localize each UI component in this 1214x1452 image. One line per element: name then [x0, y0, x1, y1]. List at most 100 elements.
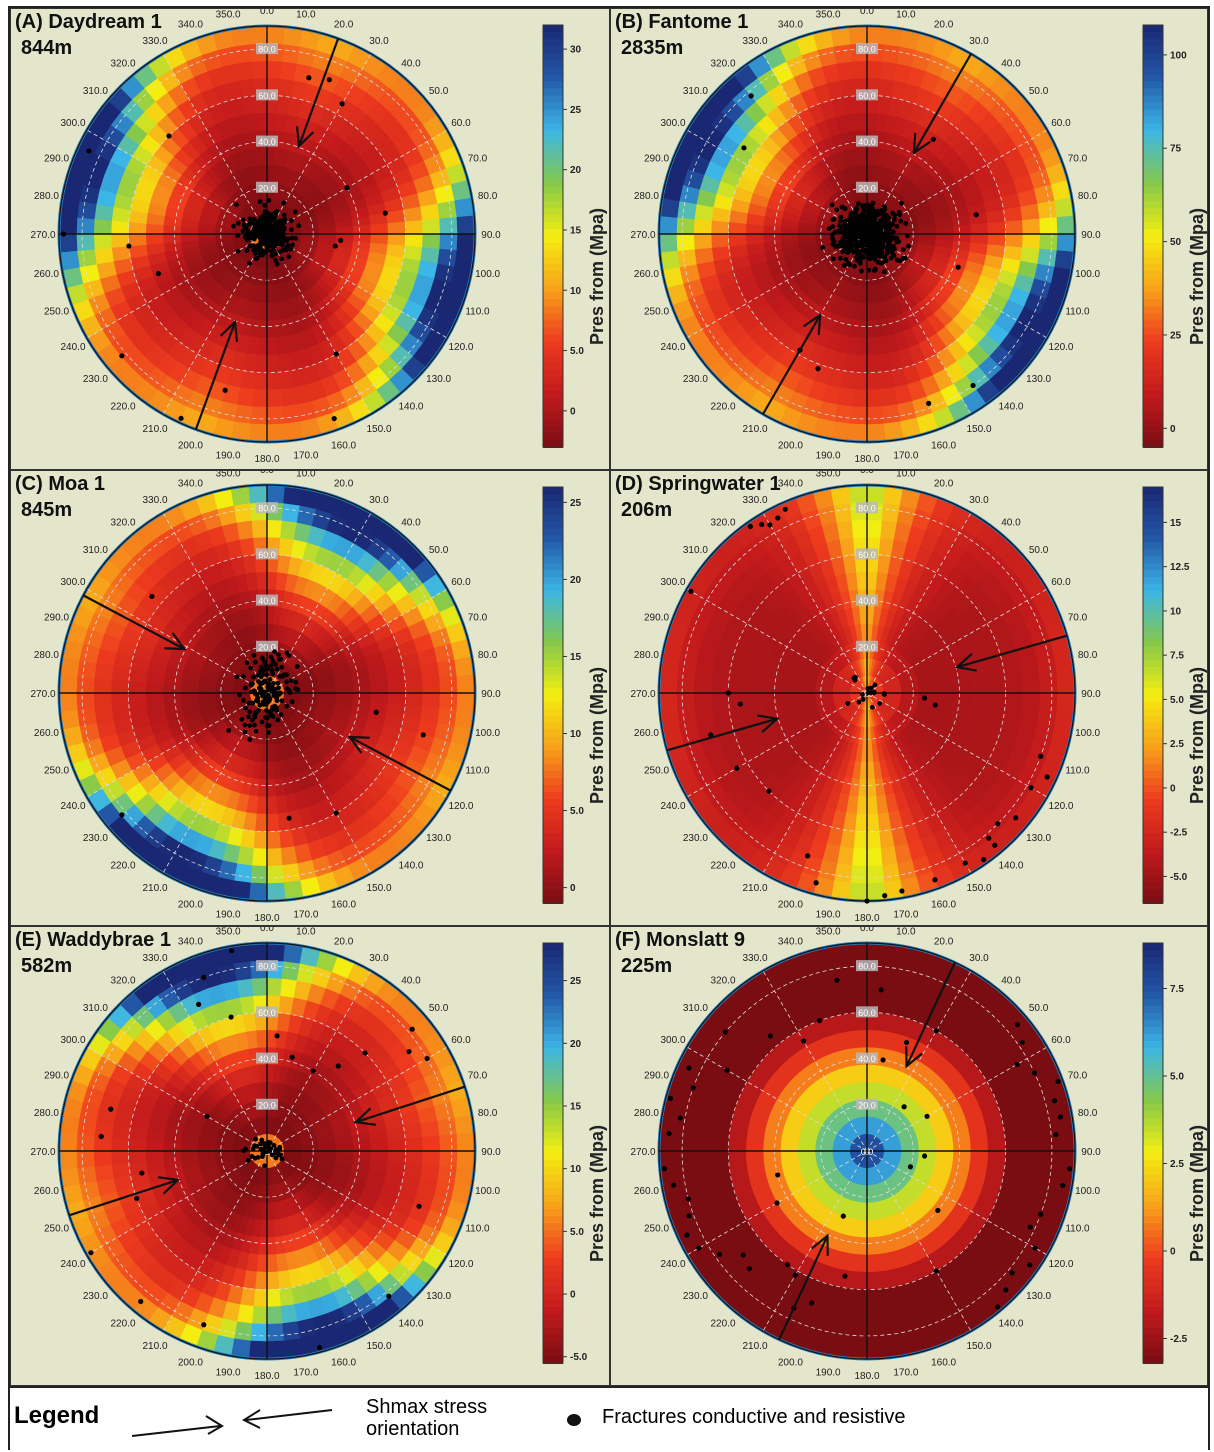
- colorbar-swatch: [1143, 278, 1163, 287]
- radial-label: 60.0: [856, 89, 878, 101]
- heatmap-cell: [439, 676, 458, 694]
- fracture-point: [249, 689, 255, 695]
- fracture-point: [838, 255, 843, 261]
- colorbar-swatch: [543, 271, 563, 280]
- fracture-point: [251, 652, 257, 658]
- colorbar-swatch: [543, 74, 563, 83]
- heatmap-cell: [281, 863, 301, 884]
- fracture-point: [246, 222, 252, 227]
- fracture-point: [289, 227, 294, 233]
- azimuth-label: 100.0: [1075, 728, 1100, 739]
- colorbar-swatch: [543, 896, 563, 904]
- colorbar-swatch: [543, 193, 563, 202]
- fracture-point: [847, 227, 853, 232]
- heatmap-cell: [236, 60, 254, 81]
- heatmap-cell: [266, 813, 280, 832]
- fracture-point: [885, 244, 891, 250]
- fracture-point: [905, 233, 910, 239]
- colorbar-swatch: [543, 819, 563, 828]
- heatmap-cell: [728, 692, 747, 706]
- fracture-point: [885, 215, 891, 221]
- fracture-point: [253, 659, 258, 665]
- heatmap-cell: [403, 206, 423, 223]
- fracture-point: [879, 235, 885, 241]
- colorbar-label: Pres from (Mpa): [587, 207, 607, 345]
- panel-title: (B) Fantome 1: [615, 11, 749, 33]
- heatmap-cell: [866, 813, 880, 832]
- azimuth-label: 210.0: [142, 883, 167, 894]
- fracture-point: [272, 649, 277, 655]
- fracture-point: [261, 235, 266, 241]
- heatmap-cell: [833, 502, 853, 523]
- colorbar-swatch: [543, 362, 563, 371]
- fracture-point: [250, 700, 256, 706]
- colorbar-swatch: [543, 341, 563, 350]
- heatmap-cell: [387, 680, 406, 694]
- heatmap-cell: [866, 337, 878, 356]
- colorbar-swatch: [543, 221, 563, 230]
- azimuth-label: 10.0: [296, 471, 316, 479]
- azimuth-label: 240.0: [660, 342, 685, 353]
- azimuth-label: 90.0: [1081, 230, 1101, 241]
- heatmap-cell: [353, 224, 372, 235]
- panel-depth: 844m: [21, 37, 73, 59]
- colorbar-swatch: [543, 805, 563, 814]
- fracture-point: [279, 664, 285, 670]
- fracture-point: [271, 681, 276, 686]
- fracture-point: [269, 253, 275, 259]
- radial-label: 60.0: [256, 548, 278, 560]
- colorbar-swatch: [543, 528, 563, 537]
- azimuth-label: 190.0: [216, 451, 241, 462]
- heatmap-cell: [1039, 692, 1058, 710]
- azimuth-label: 250.0: [44, 307, 69, 318]
- fracture-point: [874, 243, 880, 249]
- fracture-point: [855, 257, 861, 263]
- heatmap-cell: [693, 706, 714, 724]
- heatmap-cell: [676, 692, 695, 710]
- heatmap-cell: [266, 25, 286, 45]
- heatmap-cell: [710, 692, 730, 707]
- heatmap-cell: [266, 302, 275, 321]
- heatmap-cell: [145, 233, 164, 245]
- colorbar-swatch: [1143, 193, 1163, 202]
- heatmap-cell: [853, 830, 868, 850]
- azimuth-label: 220.0: [110, 402, 135, 413]
- fracture-point: [286, 653, 292, 658]
- colorbar-swatch: [1143, 123, 1163, 132]
- fracture-point: [266, 230, 272, 236]
- heatmap-cell: [266, 865, 284, 884]
- fracture-point: [830, 224, 835, 230]
- fracture-point: [862, 224, 868, 230]
- panel-depth: 2835m: [621, 37, 684, 59]
- fracture-point: [278, 712, 284, 718]
- azimuth-label: 170.0: [293, 910, 318, 921]
- heatmap-cell: [251, 848, 268, 867]
- fracture-point: [269, 248, 274, 254]
- heatmap-cell: [422, 677, 441, 694]
- fracture-point: [259, 688, 264, 694]
- fracture-point: [815, 366, 821, 372]
- fracture-point: [248, 665, 254, 671]
- heatmap-cell: [866, 389, 883, 408]
- colorbar-swatch: [543, 39, 563, 48]
- heatmap-cell: [93, 218, 112, 235]
- heatmap-cell: [854, 813, 868, 832]
- fracture-point: [242, 223, 248, 229]
- azimuth-label: 160.0: [331, 899, 356, 910]
- heatmap-cell: [866, 571, 878, 590]
- fracture-point: [286, 254, 292, 260]
- fracture-point: [260, 693, 265, 699]
- fracture-point: [332, 243, 338, 249]
- fracture-point: [862, 208, 868, 214]
- heatmap-cell: [456, 233, 476, 253]
- colorbar-swatch: [543, 292, 563, 301]
- heatmap-cell: [866, 830, 881, 850]
- fracture-point: [288, 246, 294, 252]
- fracture-point: [841, 222, 847, 228]
- fracture-point: [889, 249, 895, 254]
- radial-label: 60.0: [256, 89, 278, 101]
- fractures: [741, 93, 979, 406]
- colorbar-swatch: [543, 285, 563, 294]
- colorbar-swatch: [543, 165, 563, 174]
- azimuth-label: 230.0: [83, 374, 108, 385]
